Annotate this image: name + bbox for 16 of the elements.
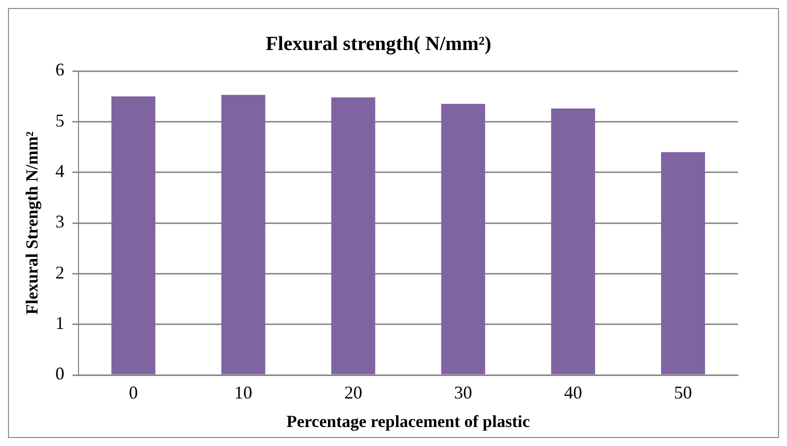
x-tick-label: 0 <box>128 382 138 403</box>
x-tick-label: 20 <box>344 382 362 403</box>
x-tick-label: 40 <box>564 382 582 403</box>
y-tick-label: 1 <box>55 313 64 334</box>
x-tick-label: 30 <box>454 382 472 403</box>
chart-title: Flexural strength( N/mm²) <box>266 33 492 56</box>
y-tick-label: 3 <box>55 212 64 232</box>
y-tick-label: 6 <box>55 60 64 80</box>
y-tick-label: 5 <box>55 110 64 130</box>
x-tick-label: 50 <box>674 382 692 403</box>
y-tick-label: 2 <box>55 262 64 282</box>
x-axis-title: Percentage replacement of plastic <box>286 412 530 432</box>
x-tick-label: 10 <box>234 382 252 403</box>
y-tick-label: 0 <box>55 364 64 384</box>
y-tick-label: 4 <box>55 161 64 182</box>
y-axis-title: Flexural Strength N/mm² <box>22 131 42 315</box>
